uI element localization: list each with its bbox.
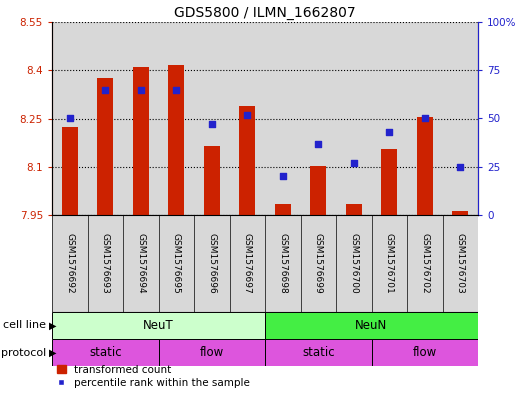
Text: GSM1576695: GSM1576695	[172, 233, 181, 294]
Text: GSM1576700: GSM1576700	[349, 233, 358, 294]
Title: GDS5800 / ILMN_1662807: GDS5800 / ILMN_1662807	[174, 6, 356, 20]
Bar	[97, 78, 113, 215]
Text: GSM1576702: GSM1576702	[420, 233, 429, 294]
Text: GSM1576701: GSM1576701	[385, 233, 394, 294]
Bar	[158, 339, 265, 366]
Text: GSM1576693: GSM1576693	[101, 233, 110, 294]
Point	[172, 86, 180, 93]
Bar	[452, 211, 468, 215]
Point	[349, 160, 358, 166]
Text: ▶: ▶	[49, 321, 57, 331]
Bar	[310, 166, 326, 215]
Bar	[381, 149, 397, 215]
Point	[243, 112, 252, 118]
Bar	[346, 204, 362, 215]
Point	[420, 116, 429, 122]
Bar	[265, 339, 371, 366]
Bar	[275, 204, 291, 215]
Bar	[168, 65, 184, 215]
Bar	[52, 312, 265, 339]
Point	[385, 129, 393, 135]
Text: GSM1576694: GSM1576694	[137, 233, 145, 294]
Bar	[265, 312, 478, 339]
Bar	[204, 146, 220, 215]
Bar	[62, 127, 78, 215]
Point	[208, 121, 216, 127]
Legend: transformed count, percentile rank within the sample: transformed count, percentile rank withi…	[57, 365, 250, 388]
Text: flow: flow	[200, 346, 224, 359]
Text: ▶: ▶	[49, 347, 57, 358]
Point	[137, 86, 145, 93]
Bar	[239, 106, 255, 215]
Text: GSM1576697: GSM1576697	[243, 233, 252, 294]
Text: GSM1576699: GSM1576699	[314, 233, 323, 294]
Text: GSM1576703: GSM1576703	[456, 233, 465, 294]
Point	[65, 116, 74, 122]
Text: static: static	[89, 346, 121, 359]
Bar	[133, 67, 149, 215]
Point	[456, 163, 464, 170]
Bar	[371, 339, 478, 366]
Text: cell line: cell line	[3, 321, 49, 331]
Bar	[52, 339, 158, 366]
Text: static: static	[302, 346, 335, 359]
Text: NeuN: NeuN	[355, 319, 388, 332]
Bar	[417, 117, 433, 215]
Text: GSM1576698: GSM1576698	[278, 233, 287, 294]
Point	[279, 173, 287, 180]
Text: NeuT: NeuT	[143, 319, 174, 332]
Text: GSM1576696: GSM1576696	[207, 233, 216, 294]
Point	[314, 140, 323, 147]
Text: flow: flow	[413, 346, 437, 359]
Point	[101, 86, 109, 93]
Text: GSM1576692: GSM1576692	[65, 233, 74, 294]
Text: protocol: protocol	[1, 347, 49, 358]
